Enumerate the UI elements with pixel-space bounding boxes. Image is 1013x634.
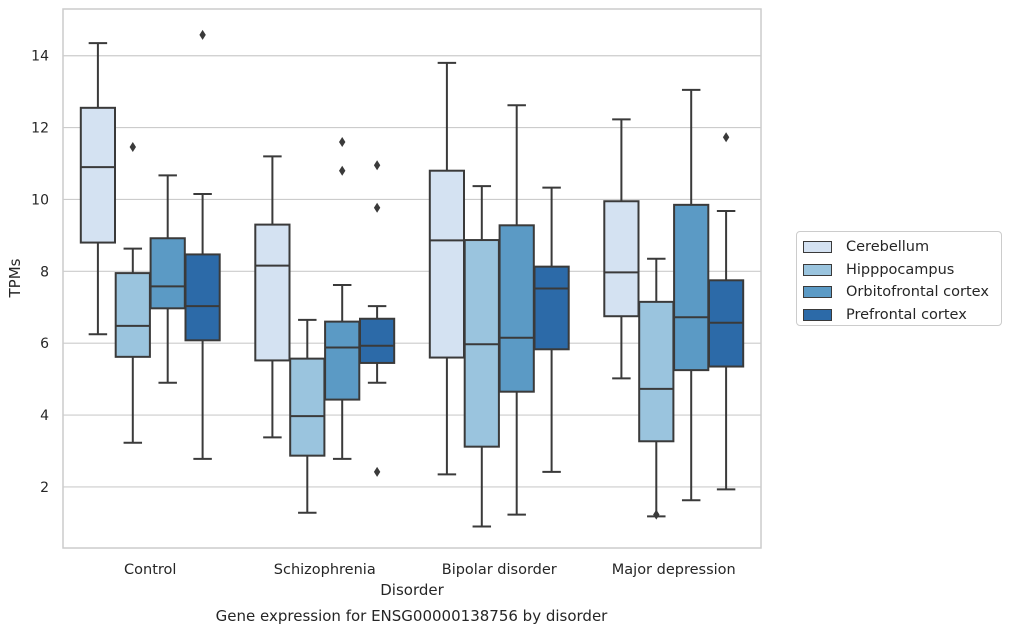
x-axis-ticks: Control Schizophrenia Bipolar disorder Majo… [124,562,736,578]
x-tick-label: Control [124,562,176,578]
box-0-2 [428,61,466,476]
figure-caption: Gene expression for ENSG00000138756 by d… [215,607,608,625]
box-3-3 [707,132,745,491]
outlier-point [373,466,381,477]
legend-item: Prefrontal cortex [803,304,1001,327]
boxes [79,29,745,528]
legend: Cerebellum Hipppocampus Orbitofrontal cort… [796,231,1002,326]
box-iqr [184,253,221,342]
legend-item: Cerebellum [803,236,1001,259]
box-1-1 [289,318,326,514]
x-tick-label: Schizophrenia [274,562,376,578]
y-axis-label: TPMs [6,258,24,298]
legend-swatch [803,308,832,321]
box-iqr [149,237,186,310]
outlier-point [373,202,381,213]
box-iqr [324,320,361,401]
box-iqr [603,200,640,318]
x-tick-label: Major depression [612,562,736,578]
box-3-0 [184,29,221,460]
outlier-point [653,509,660,520]
y-axis-ticks: 2 4 6 8 10 12 14 [31,49,49,496]
outlier-point [722,132,730,143]
box-iqr [358,317,396,364]
legend-label: Cerebellum [846,239,930,256]
legend-item: Orbitofrontal cortex [803,281,1001,304]
y-tick-label: 4 [40,408,49,424]
box-0-1 [254,155,291,439]
box-1-2 [463,185,500,528]
box-3-2 [533,186,570,473]
box-0-0 [79,42,117,336]
legend-label: Prefrontal cortex [846,306,967,323]
y-tick-label: 14 [31,49,49,65]
legend-swatch [803,241,832,254]
y-tick-label: 2 [40,480,49,496]
legend-swatch [803,286,832,299]
box-iqr [638,300,675,443]
legend-item: Hipppocampus [803,259,1001,282]
y-tick-label: 6 [40,336,49,352]
box-iqr [498,224,535,393]
box-iqr [533,265,570,351]
box-iqr [254,223,291,362]
box-2-2 [498,104,535,516]
box-1-0 [114,141,151,444]
x-tick-label: Bipolar disorder [442,562,557,578]
y-tick-label: 8 [40,264,49,280]
plot-area-frame [62,8,762,549]
box-iqr [289,357,326,457]
x-axis-label: Disorder [380,581,444,599]
y-tick-label: 12 [31,121,49,137]
outlier-point [339,165,346,176]
box-2-0 [149,174,186,384]
box-2-1 [324,136,361,460]
box-3-1 [358,160,396,477]
y-tick-label: 10 [31,192,49,208]
legend-swatch [803,263,832,276]
box-iqr [673,203,710,372]
legend-label: Orbitofrontal cortex [846,284,989,301]
outlier-point [339,136,346,147]
outlier-point [199,29,206,40]
box-0-3 [603,118,640,380]
box-iqr [428,169,466,359]
outlier-point [373,160,381,171]
box-2-3 [673,88,710,502]
box-iqr [114,272,151,358]
outlier-point [129,141,136,152]
box-1-3 [638,257,675,520]
box-iqr [79,106,117,244]
legend-label: Hipppocampus [846,261,955,278]
